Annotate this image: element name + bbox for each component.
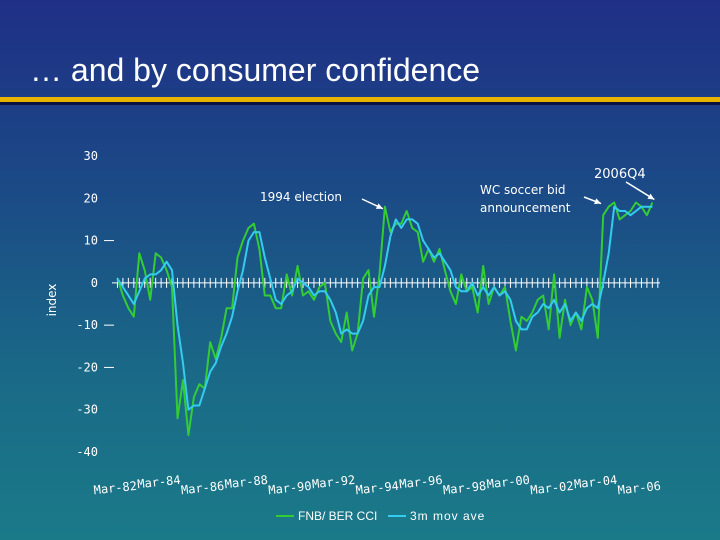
annotation-2006q4: 2006Q4 (594, 167, 646, 182)
legend-label: 3m mov ave (410, 509, 485, 523)
y-axis: 30 20 10 0 -10 -20 -30 -40 (76, 149, 114, 459)
x-tick-label: Mar-04 (573, 473, 618, 491)
annotation-1994-election: 1994 election (260, 190, 342, 204)
y-tick-label: -20 (76, 360, 98, 374)
y-axis-label: index (45, 284, 59, 317)
series-line-mov-ave (116, 205, 653, 411)
x-tick-label: Mar-82 (93, 479, 138, 497)
legend-label: FNB/ BER CCI (298, 509, 377, 523)
series-line-cci (116, 201, 654, 437)
y-tick-label: 0 (91, 276, 98, 290)
y-tick-label: -10 (76, 318, 98, 332)
x-tick-label: Mar-90 (268, 479, 313, 497)
y-tick-label: -40 (76, 445, 98, 459)
y-tick-label: 20 (84, 191, 98, 205)
series-layer (116, 201, 654, 437)
annotations: 1994 election WC soccer bid announcement 20… (260, 167, 655, 215)
x-tick-label: Mar-88 (224, 473, 269, 491)
y-tick-label: 10 (84, 234, 98, 248)
y-tick-label: 30 (84, 149, 98, 163)
x-tick-label: Mar-98 (442, 479, 487, 497)
legend: FNB/ BER CCI 3m mov ave (276, 509, 485, 523)
title-rule-gold (0, 97, 720, 102)
x-tick-label: Mar-86 (180, 479, 225, 497)
title-rule-dark (0, 102, 720, 105)
x-tick-label: Mar-00 (486, 473, 531, 491)
annotation-wc-soccer-bid: WC soccer bid (480, 183, 566, 197)
x-tick-label: Mar-92 (311, 473, 356, 491)
x-axis: Mar-82 Mar-84 Mar-86 Mar-88 Mar-90 Mar-92 Mar-… (93, 277, 662, 497)
y-tick-label: -30 (76, 403, 98, 417)
x-tick-label: Mar-02 (530, 479, 575, 497)
x-tick-label: Mar-96 (399, 473, 444, 491)
annotation-2006q4-arrow-head (647, 193, 655, 200)
x-tick-label: Mar-06 (617, 479, 662, 497)
x-tick-label: Mar-94 (355, 479, 400, 497)
annotation-wc-soccer-bid: announcement (480, 201, 571, 215)
annotation-1994-election-arrow-head (375, 203, 383, 209)
x-tick-label: Mar-84 (137, 473, 182, 491)
slide-title: … and by consumer confidence (30, 52, 481, 88)
annotation-wc-soccer-bid-arrow-head (594, 198, 602, 205)
